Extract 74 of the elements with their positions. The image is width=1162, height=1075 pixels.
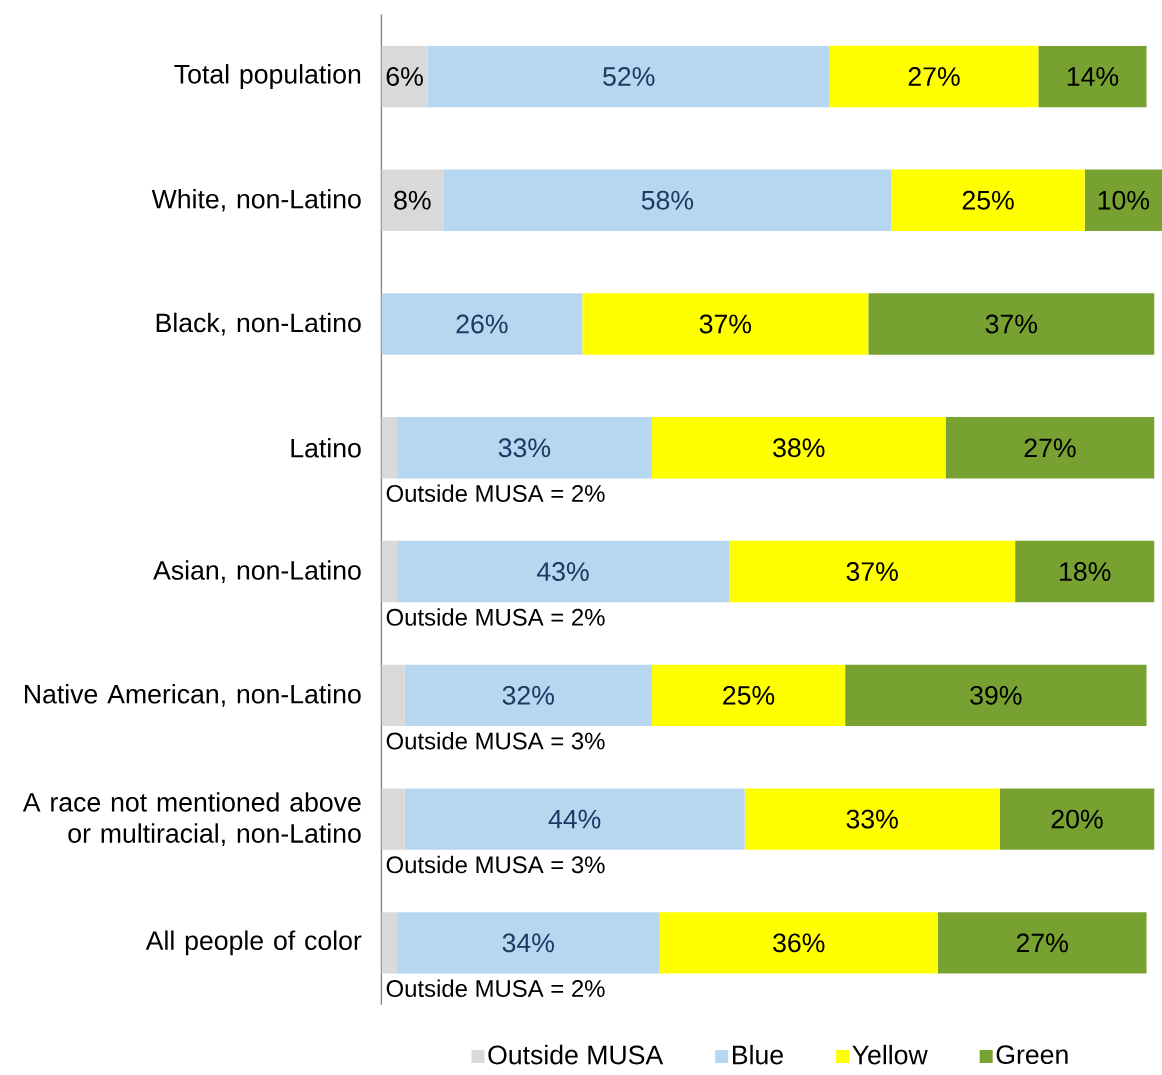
bar [845,664,1147,727]
data-label: 27% [1024,438,1076,458]
bar [744,788,1000,850]
legend-label: Outside MUSA [488,1044,664,1065]
bar [651,664,846,727]
bar [1038,45,1147,108]
bar [729,540,1016,603]
bar [381,417,397,479]
data-label: 44% [548,809,601,829]
data-label: 32% [502,685,554,705]
legend-label: Blue [732,1044,783,1065]
bar [829,45,1039,108]
y-tick-label: Latino [291,438,361,458]
data-label: 14% [1067,67,1119,86]
data-label: 37% [985,314,1038,334]
data-label: 52% [603,67,655,86]
bar [404,664,652,727]
data-label: 38% [773,438,825,458]
bar [404,788,745,850]
bar [868,293,1155,355]
data-label: 36% [773,933,825,953]
data-label: 39% [970,685,1022,705]
bar [381,45,428,108]
bar [381,788,405,850]
data-label: 33% [498,438,551,458]
data-label: 6% [386,67,423,86]
y-tick-label: Asian, non-Latino [153,560,361,583]
bar [381,664,405,727]
bar [999,788,1155,850]
data-label: 26% [456,314,508,334]
y-tick-label: Total population [174,64,361,89]
data-label: 25% [962,190,1014,210]
y-tick-label: A race not mentioned above or multiracial, non-Latino [22,792,361,847]
annotation: Outside MUSA = 2% [386,608,605,626]
data-label: 33% [846,809,898,829]
annotation: Outside MUSA = 3% [386,855,605,874]
legend-label: Yellow [852,1044,928,1065]
y-tick-label: All people of color [145,930,362,956]
bar [1015,540,1155,603]
bar [396,540,730,603]
data-label: 27% [908,67,960,86]
data-label: 58% [641,190,694,210]
data-label: 18% [1060,562,1111,582]
bar [396,912,660,974]
data-label: 34% [502,933,554,953]
bar [1084,169,1162,232]
bar [582,293,869,355]
data-label: 20% [1051,809,1103,829]
bar [443,169,892,232]
y-tick-label: Black, non-Latino [156,312,361,336]
data-label: 25% [723,685,775,705]
bar [381,540,397,603]
bar [396,417,652,479]
bar [381,912,397,974]
bar [891,169,1085,232]
bar [427,45,830,108]
data-label: 8% [394,190,431,210]
y-tick-label: Native American, non-Latino [25,684,361,707]
bar [381,169,444,232]
bar [659,912,938,974]
data-label: 10% [1098,190,1150,210]
bar [651,417,946,479]
y-tick-label: White, non-Latino [151,188,361,212]
legend-label: Green [996,1045,1068,1065]
annotation: Outside MUSA = 3% [386,732,605,750]
bar [381,293,583,355]
data-label: 43% [536,562,589,582]
annotation: Outside MUSA = 2% [386,979,605,998]
data-label: 37% [846,562,898,582]
bar [945,417,1155,479]
data-label: 37% [699,314,752,334]
bar [937,912,1147,974]
data-label: 27% [1016,933,1068,953]
annotation: Outside MUSA = 2% [386,484,605,503]
